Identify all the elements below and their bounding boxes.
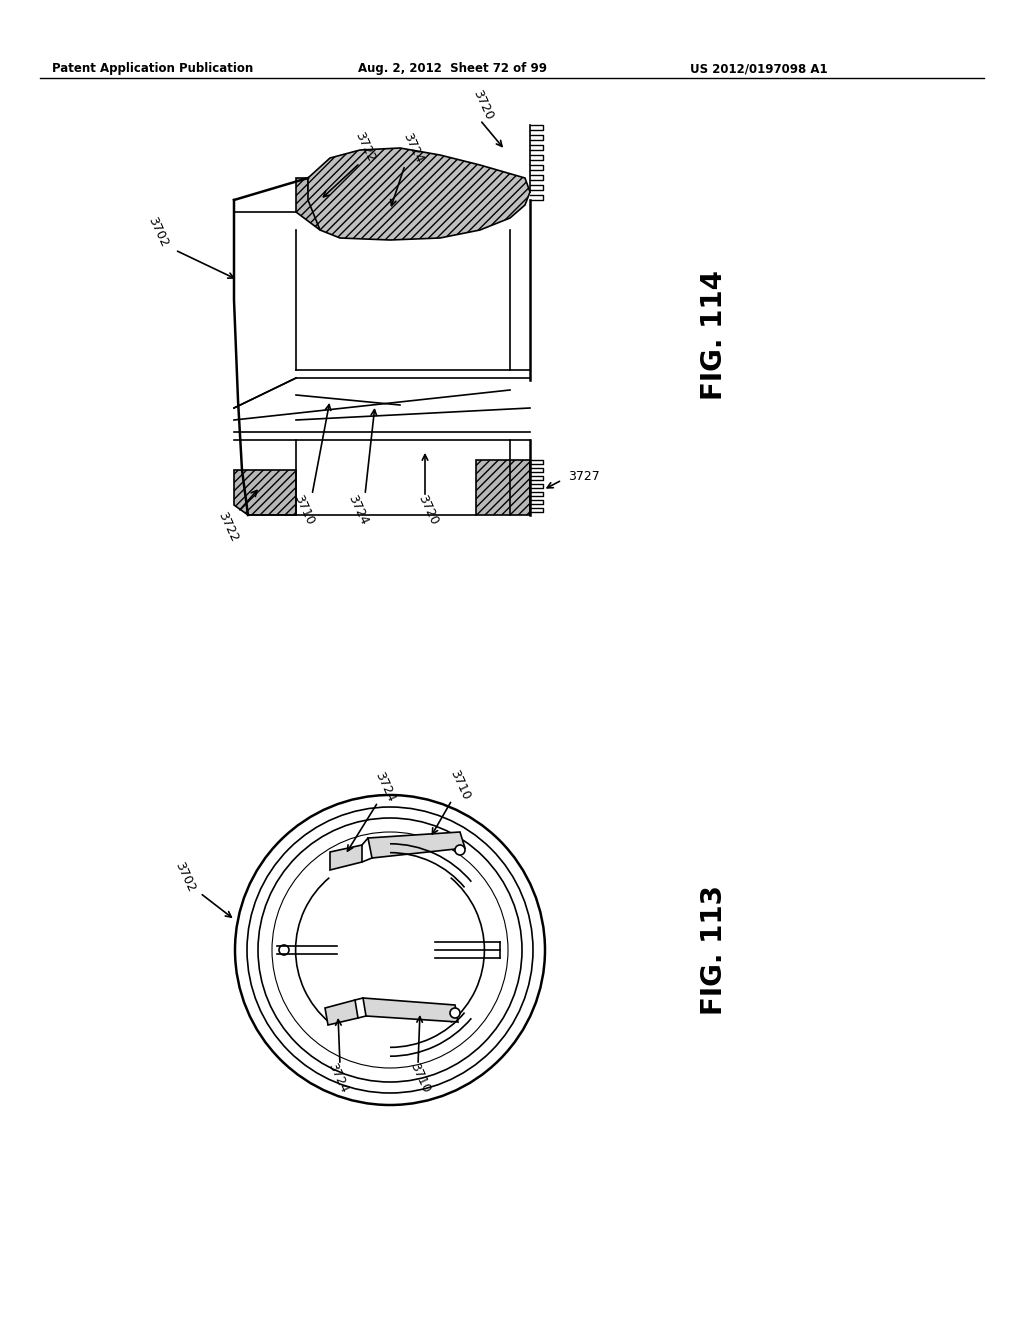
Text: 3722: 3722 <box>215 510 241 544</box>
Circle shape <box>450 1008 460 1018</box>
Text: FIG. 113: FIG. 113 <box>700 884 728 1015</box>
Text: FIG. 114: FIG. 114 <box>700 271 728 400</box>
Text: 3722: 3722 <box>352 129 378 164</box>
Circle shape <box>455 845 465 855</box>
Polygon shape <box>476 459 530 515</box>
Text: 3727: 3727 <box>568 470 600 483</box>
Text: US 2012/0197098 A1: US 2012/0197098 A1 <box>690 62 827 75</box>
Text: 3724: 3724 <box>373 770 397 804</box>
Polygon shape <box>325 1001 358 1026</box>
Text: 3720: 3720 <box>470 88 496 123</box>
Text: 3710: 3710 <box>292 492 316 527</box>
Text: 3724: 3724 <box>326 1061 350 1096</box>
Polygon shape <box>234 470 296 515</box>
Text: 3702: 3702 <box>172 859 198 894</box>
Polygon shape <box>296 178 319 230</box>
Text: 3710: 3710 <box>447 768 473 803</box>
Text: 3702: 3702 <box>145 215 171 249</box>
Circle shape <box>279 945 289 954</box>
Text: Patent Application Publication: Patent Application Publication <box>52 62 253 75</box>
Polygon shape <box>362 998 458 1022</box>
Text: Aug. 2, 2012  Sheet 72 of 99: Aug. 2, 2012 Sheet 72 of 99 <box>358 62 547 75</box>
Text: 3724: 3724 <box>400 131 426 165</box>
Text: 3720: 3720 <box>416 492 440 527</box>
Text: 3710: 3710 <box>408 1061 432 1096</box>
Text: 3724: 3724 <box>345 492 371 527</box>
Polygon shape <box>368 832 465 858</box>
Polygon shape <box>330 845 362 870</box>
Polygon shape <box>308 148 530 240</box>
